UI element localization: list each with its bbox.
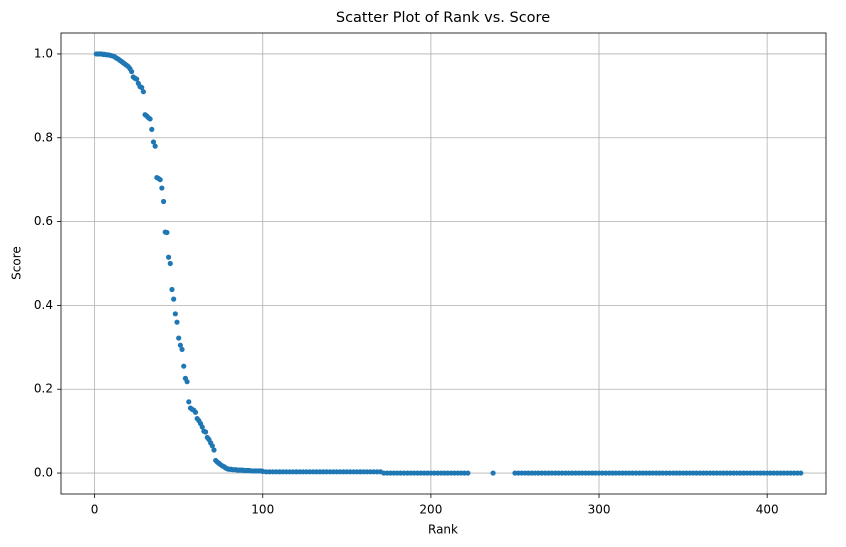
point: [164, 229, 170, 236]
point: [798, 470, 804, 476]
point: [152, 143, 158, 149]
point: [160, 198, 167, 205]
point: [181, 363, 187, 369]
point: [129, 68, 135, 75]
chart-title: Scatter Plot of Rank vs. Score: [336, 10, 550, 26]
point: [179, 346, 185, 353]
point: [174, 319, 180, 325]
point: [140, 89, 146, 95]
point: [157, 177, 163, 183]
point: [176, 335, 182, 341]
point: [199, 424, 205, 430]
point: [171, 296, 177, 302]
point: [192, 409, 199, 415]
point: [465, 470, 471, 476]
x-tick-label: 0: [91, 503, 99, 517]
x-tick-label: 300: [588, 503, 611, 517]
point: [147, 116, 153, 122]
y-tick-label: 0.2: [34, 382, 53, 396]
point: [159, 185, 165, 191]
point: [177, 342, 183, 348]
point: [202, 429, 209, 435]
x-tick-label: 400: [756, 503, 779, 517]
point: [139, 84, 145, 91]
point: [134, 76, 140, 82]
point: [211, 447, 217, 453]
y-axis-label: Score: [10, 246, 24, 280]
point: [167, 260, 173, 267]
point: [166, 254, 172, 260]
point: [149, 126, 155, 132]
x-tick-label: 100: [251, 503, 274, 517]
y-tick-label: 0.0: [34, 466, 53, 480]
point: [169, 286, 175, 293]
y-tick-label: 0.8: [34, 130, 53, 144]
point: [186, 399, 192, 405]
point: [490, 470, 496, 476]
point: [209, 443, 215, 449]
y-tick-label: 0.4: [34, 298, 53, 312]
plot-frame: [60, 32, 827, 495]
y-tick-label: 0.6: [34, 214, 53, 228]
point: [172, 311, 178, 317]
x-axis-label: Rank: [428, 523, 458, 537]
x-tick-label: 200: [419, 503, 442, 517]
y-tick-label: 1.0: [34, 46, 53, 60]
point: [150, 139, 157, 145]
point: [184, 379, 190, 385]
